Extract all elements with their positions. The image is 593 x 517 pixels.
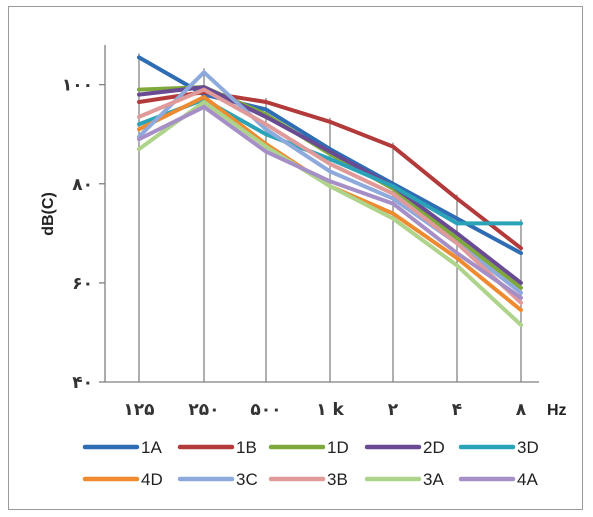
- legend-label-4A: 4A: [517, 470, 538, 489]
- legend-label-3C: 3C: [236, 470, 258, 489]
- y-axis-title: dB(C): [40, 192, 57, 236]
- series-line-4A: [137, 104, 523, 300]
- legend-label-3B: 3B: [327, 470, 348, 489]
- series-line-1B: [137, 90, 523, 251]
- y-tick-label-2: ۸۰: [72, 175, 93, 195]
- x-tick-label-6: ۸: [516, 400, 527, 420]
- x-tick-label-2: ۵۰۰: [250, 400, 281, 420]
- series-line-3B: [137, 87, 523, 305]
- x-tick-labels: ۱۲۵ ۲۵۰ ۵۰۰ ۱ k ۲ ۴ ۸: [123, 400, 526, 420]
- series-line-3A: [137, 100, 523, 327]
- x-tick-label-1: ۲۵۰: [188, 400, 219, 420]
- x-tick-label-0: ۱۲۵: [123, 400, 154, 420]
- series-lines: [137, 55, 523, 327]
- x-axis-unit-label: Hz: [547, 402, 567, 419]
- legend: 1A 1B 1D 2D 3D 4D 3C 3B 3A 4A: [82, 438, 539, 489]
- legend-label-1B: 1B: [236, 438, 257, 457]
- x-tick-label-5: ۴: [452, 400, 462, 420]
- legend-label-1D: 1D: [327, 438, 349, 457]
- y-tick-label-0: ۴۰: [72, 373, 93, 393]
- legend-label-2D: 2D: [423, 438, 445, 457]
- y-tick-label-1: ۶۰: [72, 274, 93, 294]
- legend-label-4D: 4D: [141, 470, 163, 489]
- series-line-1A: [137, 55, 523, 256]
- axes: [99, 45, 539, 383]
- series-line-2D: [137, 85, 523, 285]
- y-tick-label-3: ۱۰۰: [62, 76, 93, 96]
- legend-label-3A: 3A: [423, 470, 444, 489]
- x-tick-label-4: ۲: [388, 400, 399, 420]
- legend-label-3D: 3D: [517, 438, 539, 457]
- x-tick-label-3: ۱ k: [316, 400, 344, 420]
- legend-label-1A: 1A: [141, 438, 162, 457]
- y-tick-labels: ۴۰ ۶۰ ۸۰ ۱۰۰: [62, 76, 93, 393]
